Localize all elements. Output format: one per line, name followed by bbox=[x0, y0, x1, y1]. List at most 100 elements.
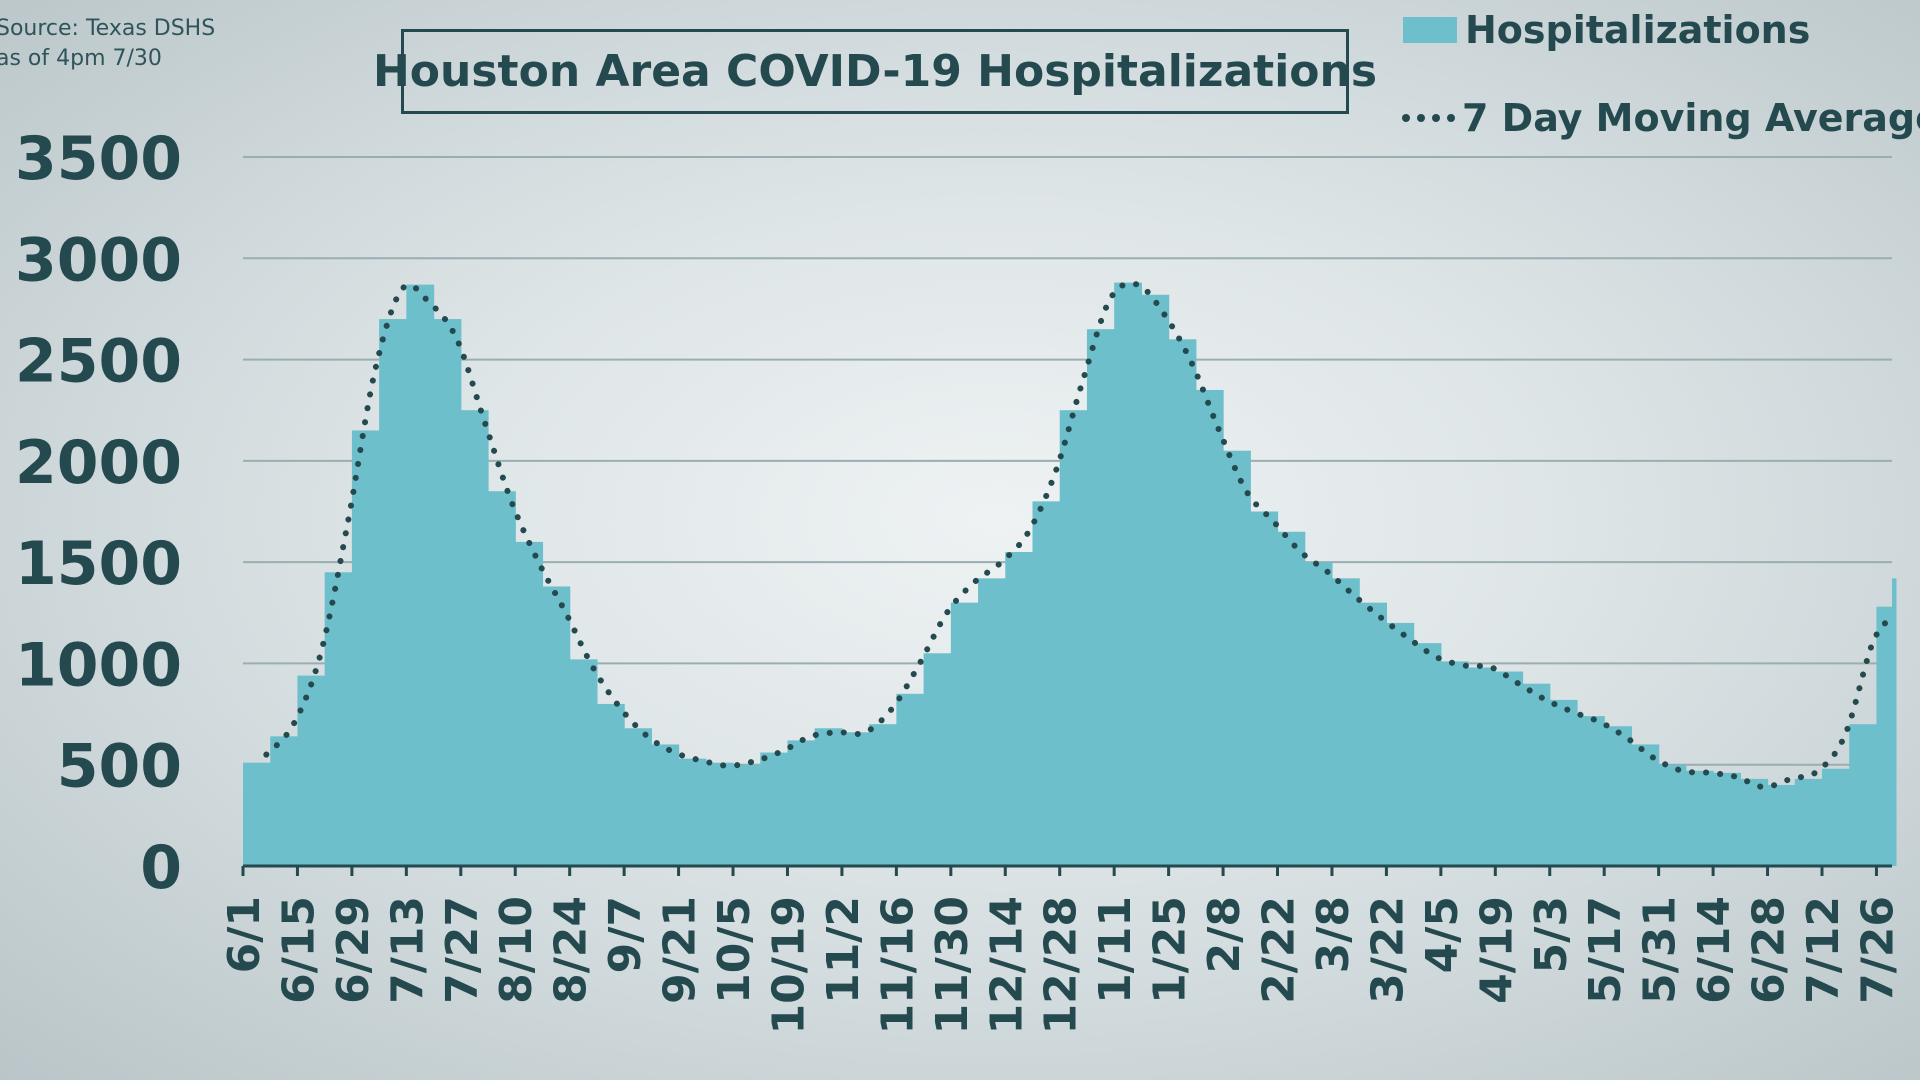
x-tick-label: 7/26 bbox=[1852, 896, 1903, 1004]
bar bbox=[596, 703, 625, 866]
x-tick-label: 7/12 bbox=[1798, 896, 1849, 1004]
bar bbox=[678, 758, 707, 866]
x-tick-label: 11/30 bbox=[927, 896, 978, 1035]
bar bbox=[923, 653, 952, 866]
x-tick-label: 10/19 bbox=[763, 896, 814, 1035]
bar bbox=[841, 732, 870, 866]
bar bbox=[1250, 511, 1279, 866]
x-tick-label: 3/8 bbox=[1308, 896, 1359, 973]
x-tick-label: 8/24 bbox=[546, 896, 597, 1004]
x-tick-label: 9/7 bbox=[600, 896, 651, 973]
y-tick-label: 3500 bbox=[15, 124, 182, 194]
x-tick-label: 2/8 bbox=[1199, 896, 1250, 973]
source-note: Source: Texas DSHS as of 4pm 7/30 bbox=[0, 14, 215, 74]
x-tick-label: 3/22 bbox=[1362, 896, 1413, 1004]
bar bbox=[1141, 294, 1170, 867]
bar bbox=[460, 410, 489, 866]
y-tick-label: 1500 bbox=[15, 529, 182, 599]
bar bbox=[1359, 602, 1388, 866]
bar bbox=[1413, 643, 1442, 866]
bar bbox=[351, 430, 380, 866]
x-tick-label: 6/14 bbox=[1689, 896, 1740, 1004]
bar bbox=[1685, 770, 1714, 866]
bar bbox=[324, 572, 353, 866]
bar bbox=[1168, 339, 1197, 866]
bar bbox=[1331, 578, 1360, 866]
bar bbox=[1767, 784, 1796, 866]
x-tick-label: 1/11 bbox=[1090, 896, 1141, 1004]
x-tick-label: 5/3 bbox=[1526, 896, 1577, 973]
legend-label-moving-average: 7 Day Moving Average bbox=[1462, 96, 1920, 140]
bar bbox=[1386, 622, 1415, 866]
bar bbox=[1195, 389, 1224, 866]
legend-dotted-line-swatch bbox=[1402, 114, 1455, 122]
bar bbox=[542, 586, 571, 866]
x-tick-label: 4/19 bbox=[1471, 896, 1522, 1004]
x-tick-label: 1/25 bbox=[1145, 896, 1196, 1004]
legend-label-hospitalizations: Hospitalizations bbox=[1465, 8, 1811, 52]
y-tick-label: 2500 bbox=[15, 327, 182, 397]
x-axis-tick-labels: 6/1 6/15 6/29 7/13 7/27 8/10 8/24 9/7 9/21 10/5 10… bbox=[219, 896, 1903, 1035]
bar bbox=[433, 319, 462, 866]
bar bbox=[1032, 501, 1061, 866]
bar bbox=[1576, 716, 1605, 866]
source-date-line: as of 4pm 7/30 bbox=[0, 46, 162, 71]
bar bbox=[1086, 329, 1115, 867]
x-tick-label: 12/28 bbox=[1036, 896, 1087, 1035]
x-tick-label: 11/2 bbox=[818, 896, 869, 1004]
x-tick-label: 11/16 bbox=[872, 896, 923, 1035]
bar bbox=[569, 659, 598, 866]
bar bbox=[869, 724, 897, 866]
bar bbox=[1277, 531, 1306, 866]
x-tick-label: 6/28 bbox=[1744, 896, 1795, 1004]
bar bbox=[297, 675, 326, 866]
x-tick-label: 6/29 bbox=[328, 896, 379, 1004]
x-tick-label: 4/5 bbox=[1417, 896, 1468, 973]
hospitalization-bars bbox=[243, 282, 1897, 867]
x-tick-label: 5/31 bbox=[1635, 896, 1686, 1004]
y-tick-label: 1000 bbox=[15, 630, 182, 700]
x-tick-label: 5/17 bbox=[1580, 896, 1631, 1004]
bar bbox=[1114, 282, 1142, 866]
bar bbox=[1631, 744, 1660, 866]
bar bbox=[379, 319, 407, 866]
x-tick-label: 7/27 bbox=[437, 896, 488, 1004]
y-tick-label: 0 bbox=[140, 833, 182, 903]
bar bbox=[1522, 683, 1551, 866]
bar bbox=[1005, 552, 1034, 866]
bar bbox=[1740, 778, 1769, 866]
y-axis-tick-labels: 0 500 1000 1500 2000 2500 3000 3500 bbox=[15, 124, 182, 903]
bar bbox=[651, 744, 680, 866]
bar bbox=[270, 736, 299, 866]
bar bbox=[1549, 699, 1578, 866]
legend-item-moving-average: 7 Day Moving Average bbox=[1400, 96, 1920, 140]
y-tick-label: 2000 bbox=[15, 428, 182, 498]
bar bbox=[1794, 778, 1823, 866]
bar bbox=[705, 762, 734, 866]
bar bbox=[733, 764, 761, 866]
x-tick-label: 12/14 bbox=[981, 896, 1032, 1035]
bar bbox=[515, 541, 544, 866]
bar bbox=[1468, 667, 1496, 866]
bar bbox=[406, 284, 435, 866]
bar bbox=[1892, 578, 1897, 866]
x-tick-label: 7/13 bbox=[382, 896, 433, 1004]
legend-bar-swatch bbox=[1403, 17, 1457, 43]
bar bbox=[1059, 410, 1088, 866]
legend-item-hospitalizations: Hospitalizations bbox=[1403, 8, 1810, 52]
x-tick-label: 9/21 bbox=[655, 896, 706, 1004]
x-tick-label: 6/15 bbox=[273, 896, 324, 1004]
bar bbox=[243, 762, 271, 866]
x-tick-label: 6/1 bbox=[219, 896, 270, 973]
bar bbox=[1821, 768, 1850, 866]
bar bbox=[950, 602, 979, 866]
bar bbox=[1849, 724, 1878, 866]
x-tick-label: 10/5 bbox=[709, 896, 760, 1004]
bar bbox=[896, 693, 925, 866]
y-tick-label: 3000 bbox=[15, 225, 182, 295]
chart-title: Houston Area COVID-19 Hospitalizations bbox=[372, 46, 1378, 97]
x-axis bbox=[241, 864, 1892, 876]
source-line: Source: Texas DSHS bbox=[0, 16, 216, 41]
bar bbox=[624, 728, 652, 866]
